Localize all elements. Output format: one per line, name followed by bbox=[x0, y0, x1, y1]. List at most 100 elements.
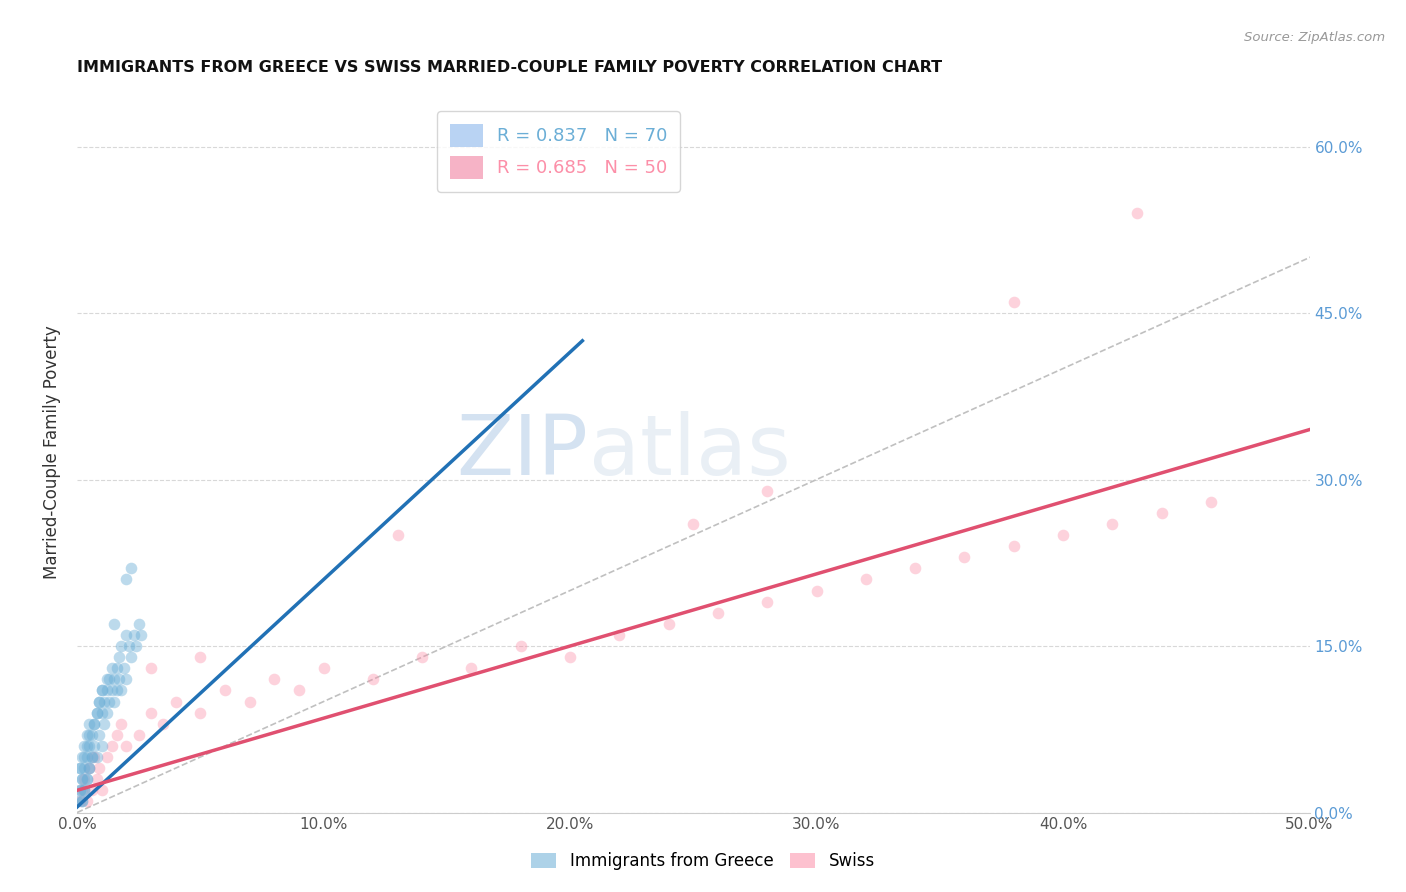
Point bbox=[115, 739, 138, 753]
Point bbox=[80, 783, 103, 797]
Point bbox=[98, 673, 121, 687]
Point bbox=[90, 783, 112, 797]
Point bbox=[80, 750, 103, 764]
Point bbox=[120, 561, 142, 575]
Point bbox=[105, 683, 128, 698]
Point bbox=[103, 694, 125, 708]
Point bbox=[112, 661, 135, 675]
Point bbox=[103, 673, 125, 687]
Point bbox=[110, 716, 132, 731]
Point bbox=[69, 794, 91, 808]
Point bbox=[239, 694, 262, 708]
Point bbox=[86, 750, 108, 764]
Point bbox=[288, 683, 311, 698]
Point bbox=[105, 661, 128, 675]
Point bbox=[707, 606, 730, 620]
Point bbox=[756, 483, 779, 498]
Point bbox=[411, 650, 433, 665]
Point bbox=[1101, 516, 1123, 531]
Point bbox=[953, 550, 976, 565]
Point bbox=[89, 761, 111, 775]
Point bbox=[70, 783, 93, 797]
Point bbox=[89, 728, 111, 742]
Point bbox=[188, 650, 211, 665]
Point bbox=[79, 716, 101, 731]
Point bbox=[115, 628, 138, 642]
Point bbox=[70, 750, 93, 764]
Point bbox=[214, 683, 236, 698]
Point bbox=[96, 750, 118, 764]
Point bbox=[100, 683, 122, 698]
Point bbox=[139, 706, 162, 720]
Point bbox=[79, 761, 101, 775]
Point bbox=[90, 739, 112, 753]
Text: ZIP: ZIP bbox=[457, 411, 589, 492]
Point bbox=[904, 561, 927, 575]
Point bbox=[120, 650, 142, 665]
Point bbox=[76, 772, 98, 787]
Point bbox=[139, 661, 162, 675]
Point bbox=[1002, 295, 1025, 310]
Point bbox=[69, 783, 91, 797]
Point bbox=[1002, 539, 1025, 553]
Point bbox=[125, 639, 148, 653]
Point bbox=[122, 628, 145, 642]
Point bbox=[128, 616, 150, 631]
Point bbox=[682, 516, 704, 531]
Point bbox=[86, 706, 108, 720]
Legend: R = 0.837   N = 70, R = 0.685   N = 50: R = 0.837 N = 70, R = 0.685 N = 50 bbox=[437, 111, 681, 192]
Point bbox=[509, 639, 531, 653]
Point bbox=[103, 616, 125, 631]
Text: atlas: atlas bbox=[589, 411, 790, 492]
Point bbox=[105, 728, 128, 742]
Point bbox=[70, 772, 93, 787]
Point bbox=[73, 739, 96, 753]
Point bbox=[609, 628, 631, 642]
Point bbox=[806, 583, 828, 598]
Point bbox=[86, 772, 108, 787]
Point bbox=[756, 594, 779, 608]
Point bbox=[100, 661, 122, 675]
Point bbox=[108, 650, 131, 665]
Point bbox=[96, 683, 118, 698]
Point bbox=[460, 661, 482, 675]
Point bbox=[165, 694, 187, 708]
Point bbox=[93, 694, 115, 708]
Point bbox=[90, 683, 112, 698]
Point bbox=[1126, 206, 1149, 220]
Point bbox=[188, 706, 211, 720]
Point bbox=[263, 673, 285, 687]
Point bbox=[558, 650, 581, 665]
Point bbox=[76, 739, 98, 753]
Point bbox=[76, 750, 98, 764]
Point bbox=[73, 761, 96, 775]
Point bbox=[73, 750, 96, 764]
Text: IMMIGRANTS FROM GREECE VS SWISS MARRIED-COUPLE FAMILY POVERTY CORRELATION CHART: IMMIGRANTS FROM GREECE VS SWISS MARRIED-… bbox=[77, 60, 942, 75]
Point bbox=[1150, 506, 1173, 520]
Point bbox=[96, 673, 118, 687]
Point bbox=[100, 739, 122, 753]
Legend: Immigrants from Greece, Swiss: Immigrants from Greece, Swiss bbox=[524, 846, 882, 877]
Point bbox=[129, 628, 152, 642]
Point bbox=[96, 706, 118, 720]
Point bbox=[855, 573, 877, 587]
Point bbox=[70, 794, 93, 808]
Point bbox=[79, 728, 101, 742]
Point bbox=[73, 783, 96, 797]
Point bbox=[108, 673, 131, 687]
Point bbox=[1052, 528, 1074, 542]
Point bbox=[79, 739, 101, 753]
Point bbox=[110, 639, 132, 653]
Point bbox=[73, 783, 96, 797]
Point bbox=[76, 794, 98, 808]
Point bbox=[1199, 494, 1222, 508]
Point bbox=[79, 761, 101, 775]
Point bbox=[83, 750, 105, 764]
Point bbox=[98, 694, 121, 708]
Point bbox=[83, 716, 105, 731]
Point bbox=[361, 673, 384, 687]
Point bbox=[152, 716, 174, 731]
Point bbox=[69, 761, 91, 775]
Point bbox=[76, 772, 98, 787]
Point bbox=[387, 528, 409, 542]
